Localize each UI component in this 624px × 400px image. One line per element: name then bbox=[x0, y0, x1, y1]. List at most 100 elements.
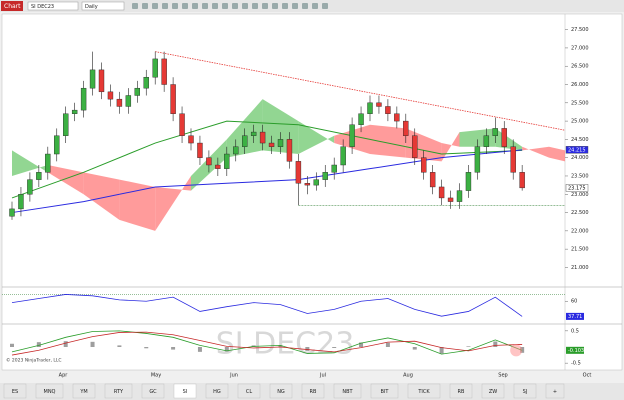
candle-body bbox=[331, 164, 337, 173]
macd-line bbox=[11, 330, 523, 355]
watermark: SI DEC23 bbox=[216, 327, 355, 362]
tab-label: RTY bbox=[114, 389, 124, 395]
macd-highlight bbox=[510, 344, 523, 357]
tab[interactable] bbox=[141, 383, 165, 399]
candle-body bbox=[385, 106, 391, 114]
candle-body bbox=[233, 146, 239, 155]
tab[interactable] bbox=[3, 383, 27, 399]
cloud-segment bbox=[370, 124, 406, 158]
tab[interactable] bbox=[481, 383, 505, 399]
tool-icon[interactable] bbox=[172, 3, 178, 9]
macd-histogram bbox=[439, 347, 444, 354]
tool-icon[interactable] bbox=[232, 3, 238, 9]
tab[interactable] bbox=[269, 383, 293, 399]
candle-body bbox=[394, 113, 400, 122]
tab[interactable] bbox=[513, 383, 537, 399]
tab[interactable] bbox=[449, 383, 473, 399]
candle-body bbox=[438, 186, 445, 199]
tab-label: GC bbox=[149, 389, 157, 395]
tool-icon[interactable] bbox=[142, 3, 148, 9]
tab[interactable] bbox=[301, 383, 325, 399]
y-tick-label: 27.000 bbox=[571, 45, 589, 51]
tab-label: RB bbox=[310, 389, 317, 395]
tab[interactable] bbox=[173, 383, 197, 399]
y-tick-label: 22.000 bbox=[571, 228, 589, 234]
candle-body bbox=[80, 87, 87, 111]
x-tick-label: Oct bbox=[583, 373, 592, 379]
x-tick-label: Jul bbox=[319, 373, 326, 379]
macd-histogram bbox=[493, 341, 498, 347]
cloud-segment bbox=[522, 146, 549, 158]
candle-body bbox=[447, 197, 454, 202]
candle-body bbox=[519, 172, 525, 189]
interval-select[interactable] bbox=[81, 1, 125, 11]
tab[interactable] bbox=[237, 383, 261, 399]
candle-body bbox=[107, 91, 114, 100]
tab[interactable] bbox=[407, 383, 441, 399]
candle-body bbox=[36, 172, 42, 180]
tool-icon[interactable] bbox=[202, 3, 208, 9]
y-tick-label: 26.000 bbox=[571, 82, 589, 88]
tab[interactable] bbox=[104, 383, 133, 399]
y-tick-label: 25.000 bbox=[571, 119, 589, 125]
tool-icon[interactable] bbox=[282, 3, 288, 9]
tool-icon[interactable] bbox=[212, 3, 218, 9]
candle-body bbox=[179, 113, 185, 136]
tool-icon[interactable] bbox=[242, 3, 248, 9]
candle-body bbox=[143, 76, 149, 89]
candle-body bbox=[134, 87, 141, 96]
tool-icon[interactable] bbox=[182, 3, 188, 9]
tool-icon[interactable] bbox=[322, 3, 328, 9]
interval-label: Daily bbox=[85, 4, 98, 10]
tab[interactable] bbox=[72, 383, 96, 399]
tab-label: NG bbox=[277, 389, 285, 395]
tool-icon[interactable] bbox=[272, 3, 278, 9]
rsi-flag-label: 37.71 bbox=[568, 314, 582, 320]
candle-body bbox=[71, 109, 78, 114]
badge-label: Chart bbox=[4, 3, 21, 10]
macd-histogram bbox=[305, 347, 310, 351]
tab-label: MNQ bbox=[44, 389, 56, 395]
price-flag-label: 24.215 bbox=[568, 148, 586, 154]
tool-icon[interactable] bbox=[292, 3, 298, 9]
candle-body bbox=[215, 164, 221, 169]
tool-icon[interactable] bbox=[252, 3, 258, 9]
tab[interactable] bbox=[545, 383, 565, 399]
instrument-select[interactable] bbox=[27, 1, 79, 11]
tab[interactable] bbox=[333, 383, 362, 399]
tool-icon[interactable] bbox=[302, 3, 308, 9]
macd-histogram bbox=[278, 345, 283, 347]
candle-body bbox=[45, 153, 51, 173]
x-tick-label: Aug bbox=[403, 373, 413, 379]
tool-icon[interactable] bbox=[192, 3, 198, 9]
rsi-tick-label: 60 bbox=[571, 299, 577, 305]
cloud-segment bbox=[83, 172, 120, 220]
candle-body bbox=[376, 102, 382, 107]
candle-body bbox=[125, 95, 132, 107]
tab[interactable] bbox=[35, 383, 64, 399]
chart-badge[interactable] bbox=[1, 1, 23, 11]
candle-body bbox=[98, 69, 105, 93]
candle-body bbox=[89, 69, 96, 89]
tab[interactable] bbox=[205, 383, 229, 399]
tool-icon[interactable] bbox=[262, 3, 268, 9]
tool-icon[interactable] bbox=[312, 3, 318, 9]
price-flag bbox=[565, 184, 589, 192]
macd-flag bbox=[566, 346, 584, 354]
y-tick-label: 27.500 bbox=[571, 27, 589, 33]
macd-histogram bbox=[332, 347, 337, 348]
tab-label: BIT bbox=[381, 389, 390, 395]
moving-average bbox=[11, 120, 523, 199]
tab-label: RB bbox=[458, 389, 465, 395]
tool-icon[interactable] bbox=[222, 3, 228, 9]
tool-icon[interactable] bbox=[152, 3, 158, 9]
candle-body bbox=[501, 128, 507, 147]
macd-histogram bbox=[197, 347, 202, 352]
tool-icon[interactable] bbox=[132, 3, 138, 9]
price-flag-label: 23.175 bbox=[568, 186, 586, 192]
candle-body bbox=[241, 135, 248, 147]
tab[interactable] bbox=[370, 383, 399, 399]
macd-histogram bbox=[144, 347, 149, 349]
tool-icon[interactable] bbox=[162, 3, 168, 9]
plot: 21.000 21.500 22.000 22.500 23.000 23.500 24.0… bbox=[2, 27, 592, 399]
